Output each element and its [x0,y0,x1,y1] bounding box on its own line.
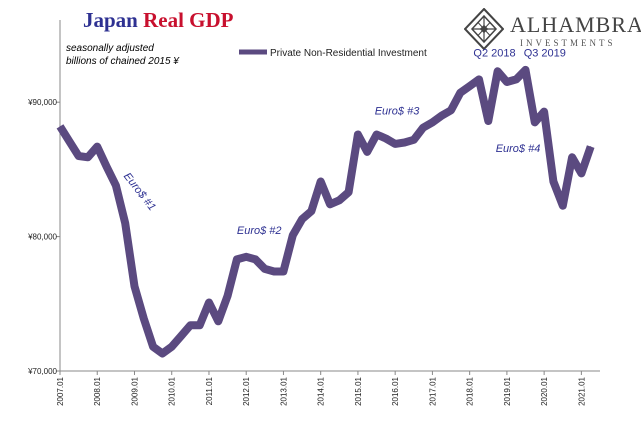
x-tick-label: 2008.01 [93,376,102,405]
data-point [348,191,350,193]
data-point [525,69,526,71]
data-point [227,295,229,297]
x-tick-label: 2018.01 [466,376,475,405]
data-point [320,181,322,182]
data-point [143,318,145,320]
logo-tagline: INVESTMENTS [520,38,616,48]
data-point [217,320,219,322]
data-point [506,81,508,83]
data-point [310,210,312,212]
data-point [450,109,452,111]
data-point [552,181,554,182]
data-point [441,115,443,117]
data-point [161,353,163,354]
y-tick-label: ¥70,000 [27,367,57,376]
data-point [478,78,480,80]
x-tick-label: 2016.01 [391,376,400,405]
data-point [189,324,191,326]
x-tick-label: 2009.01 [130,376,139,405]
data-point [106,166,108,168]
x-tick-label: 2010.01 [168,376,177,405]
data-point [366,151,368,153]
data-point [199,324,201,326]
data-point [590,146,592,148]
series-layer [56,65,595,358]
data-point [329,203,331,205]
data-point [459,92,461,94]
data-point [282,271,284,272]
data-point [385,138,387,139]
x-tick-label: 2019.01 [503,376,512,405]
annotation-label: Q2 2018 [473,48,515,60]
data-point [515,78,517,80]
data-point [59,125,61,127]
x-tick-label: 2013.01 [279,376,288,405]
data-point [124,222,126,224]
data-point [376,134,378,135]
data-point [171,346,173,348]
data-point [543,111,545,113]
series-line-private-non-residential-investment [56,65,595,358]
chart-title: Japan Real GDP [83,8,234,33]
data-point [273,271,275,272]
annotation-label: Euro$ #4 [496,143,541,155]
data-point [115,185,117,186]
data-point [431,121,433,123]
x-tick-label: 2011.01 [205,376,214,405]
data-point [571,156,573,158]
data-point [487,120,489,122]
data-point [338,199,340,201]
annotation-label: Euro$ #3 [375,105,421,117]
legend-label: Private Non-Residential Investment [270,48,427,59]
data-point [255,258,256,260]
x-tick-label: 2017.01 [428,376,437,405]
data-point [422,127,424,129]
data-point [152,346,154,348]
data-point [497,70,499,72]
data-point [236,258,238,260]
data-point [134,285,135,287]
alhambra-lattice-logo-icon [464,8,504,50]
x-tick-label: 2021.01 [577,376,586,405]
data-point [208,302,210,303]
chart-title-metric: Real GDP [143,8,234,32]
data-point [87,156,89,158]
data-point [78,155,80,157]
x-tick-label: 2014.01 [317,376,326,405]
alhambra-logo: ALHAMBRA INVESTMENTS [462,8,641,50]
x-tick-label: 2012.01 [242,376,251,405]
data-point [534,121,536,123]
data-point [264,268,266,270]
x-tick-label: 2020.01 [540,376,549,405]
data-point [469,85,471,87]
annotation-label: Euro$ #2 [237,225,282,237]
subtitle-line-1: seasonally adjusted [66,43,154,54]
data-point [96,146,98,148]
annotation-label: Q3 2019 [524,48,566,60]
annotation-label: Euro$ #1 [121,171,158,214]
x-tick-label: 2015.01 [354,376,363,405]
data-point [292,234,294,236]
chart-title-country: Japan [83,8,144,32]
data-point [357,134,359,135]
y-tick-label: ¥80,000 [27,233,57,242]
chart-axes: ¥70,000 ¥80,000 ¥90,000 2007.01 2008.01 2009.… [27,20,600,406]
x-tick-label: 2007.01 [56,376,65,405]
data-point [394,143,396,145]
legend: Private Non-Residential Investment [239,48,427,59]
data-point [413,139,415,141]
data-point [180,335,182,337]
data-point [68,140,70,142]
data-point [562,205,564,207]
chart-subtitle: seasonally adjusted billions of chained … [66,42,206,68]
logo-wordmark: ALHAMBRA [510,12,641,37]
data-point [404,142,405,143]
data-point [580,172,582,174]
data-point [301,218,303,220]
subtitle-line-2: billions of chained 2015 ¥ [66,56,179,67]
y-tick-label: ¥90,000 [27,98,57,107]
data-point [245,256,247,258]
